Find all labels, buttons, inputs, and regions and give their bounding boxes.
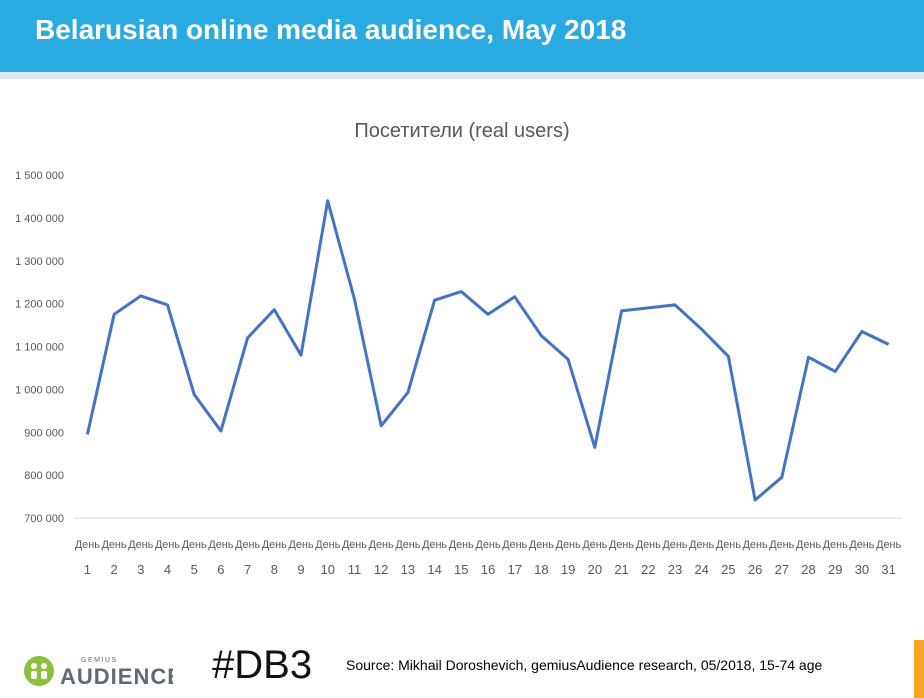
x-tick-prefix: День (369, 539, 394, 551)
x-tick-prefix: День (262, 539, 287, 551)
x-tick-prefix: День (743, 539, 768, 551)
x-tick-prefix: День (716, 539, 741, 551)
y-tick-label: 1 100 000 (15, 342, 64, 354)
x-tick-prefix: День (395, 539, 420, 551)
x-tick-label: 30 (855, 562, 869, 577)
y-tick-label: 1 000 000 (15, 384, 64, 396)
x-tick-label: 23 (668, 562, 682, 577)
y-tick-label: 700 000 (24, 513, 64, 525)
x-tick-prefix: День (529, 539, 554, 551)
x-tick-prefix: День (582, 539, 607, 551)
x-tick-label: 24 (694, 562, 708, 577)
x-tick-prefix: День (556, 539, 581, 551)
y-tick-label: 1 400 000 (15, 213, 64, 225)
header-divider (0, 72, 924, 79)
x-tick-label: 16 (481, 562, 495, 577)
x-axis: День 1 День 2 День 3 День 4 День 5 День 6 День 7 День 8… (75, 539, 902, 577)
header-bar: Belarusian online media audience, May 20… (0, 0, 924, 72)
logo-text: AUDIENCE (60, 664, 173, 689)
x-tick-prefix: День (422, 539, 447, 551)
x-tick-label: 17 (507, 562, 521, 577)
x-tick-prefix: День (235, 539, 260, 551)
x-tick-label: 28 (801, 562, 815, 577)
logo-small-text: GEMIUS (81, 657, 118, 664)
x-tick-prefix: День (182, 539, 207, 551)
y-axis: 700 000 800 000 900 000 1 000 000 1 100 000 1… (15, 170, 64, 525)
x-tick-prefix: День (609, 539, 634, 551)
x-tick-prefix: День (449, 539, 474, 551)
x-tick-label: 9 (297, 562, 304, 577)
x-tick-label: 1 (84, 562, 91, 577)
x-tick-label: 21 (614, 562, 628, 577)
chart-title: Посетители (real users) (354, 120, 569, 142)
x-tick-label: 12 (374, 562, 388, 577)
x-tick-label: 3 (137, 562, 144, 577)
x-tick-label: 31 (881, 562, 895, 577)
x-tick-prefix: День (823, 539, 848, 551)
x-tick-prefix: День (476, 539, 501, 551)
x-tick-label: 10 (321, 562, 335, 577)
x-tick-prefix: День (208, 539, 233, 551)
source-note: Source: Mikhail Doroshevich, gemiusAudie… (346, 657, 823, 673)
x-tick-label: 27 (775, 562, 789, 577)
page-title: Belarusian online media audience, May 20… (35, 14, 627, 45)
x-tick-label: 8 (271, 562, 278, 577)
x-tick-label: 4 (164, 562, 171, 577)
x-tick-label: 6 (217, 562, 224, 577)
y-tick-label: 900 000 (24, 427, 64, 439)
x-tick-label: 11 (348, 562, 362, 577)
x-tick-label: 5 (191, 562, 198, 577)
x-tick-label: 25 (721, 562, 735, 577)
x-tick-label: 7 (244, 562, 251, 577)
x-tick-label: 14 (427, 562, 441, 577)
x-tick-prefix: День (155, 539, 180, 551)
x-tick-prefix: День (502, 539, 527, 551)
x-tick-prefix: День (876, 539, 901, 551)
y-tick-label: 1 200 000 (15, 299, 64, 311)
x-tick-prefix: День (662, 539, 687, 551)
x-tick-label: 20 (588, 562, 602, 577)
x-tick-prefix: День (689, 539, 714, 551)
x-tick-label: 22 (641, 562, 655, 577)
x-tick-label: 29 (828, 562, 842, 577)
y-tick-label: 1 500 000 (15, 170, 64, 182)
x-tick-prefix: День (769, 539, 794, 551)
x-tick-label: 13 (401, 562, 415, 577)
x-tick-prefix: День (102, 539, 127, 551)
x-tick-prefix: День (342, 539, 367, 551)
y-tick-label: 800 000 (24, 470, 64, 482)
gemius-logo-icon (24, 656, 54, 686)
hashtag: #DB3 (212, 643, 313, 687)
accent-bar (914, 640, 924, 698)
x-tick-prefix: День (289, 539, 314, 551)
x-tick-label: 19 (561, 562, 575, 577)
gemius-audience-logo: GEMIUS AUDIENCE (23, 653, 182, 693)
y-tick-label: 1 300 000 (15, 256, 64, 268)
x-tick-prefix: День (796, 539, 821, 551)
series-line (85, 199, 890, 502)
line-chart: Посетители (real users) 700 000 800 000 90… (15, 120, 902, 577)
x-tick-prefix: День (315, 539, 340, 551)
x-tick-label: 15 (454, 562, 468, 577)
x-tick-prefix: День (636, 539, 661, 551)
x-tick-label: 2 (110, 562, 117, 577)
x-tick-prefix: День (128, 539, 153, 551)
x-tick-label: 26 (748, 562, 762, 577)
x-tick-label: 18 (534, 562, 548, 577)
x-tick-prefix: День (849, 539, 874, 551)
x-tick-prefix: День (75, 539, 100, 551)
